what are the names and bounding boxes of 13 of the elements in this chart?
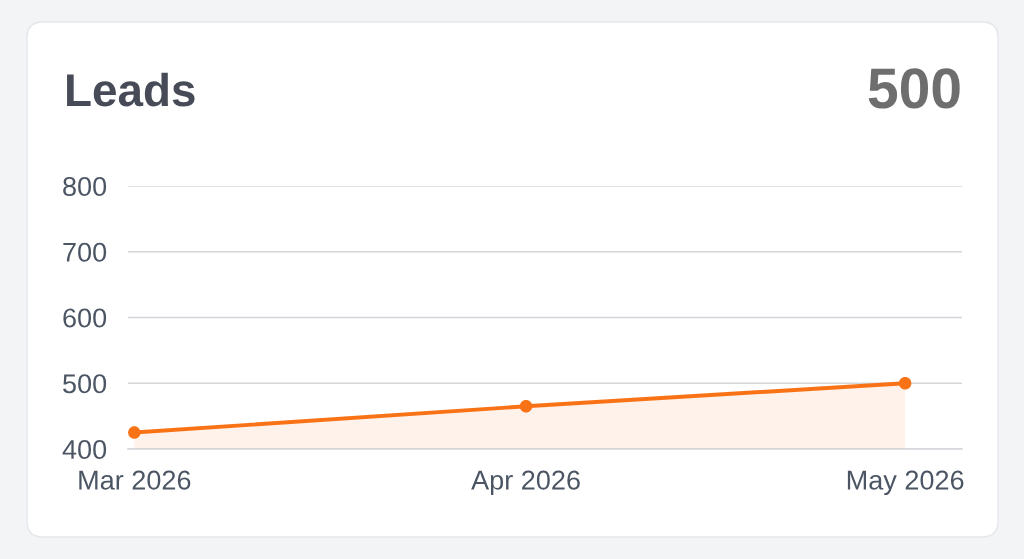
x-tick-label: Mar 2026: [79, 470, 191, 490]
text: 500: [868, 68, 960, 109]
y-tick-label: 700: [63, 242, 107, 262]
y-tick-label: 600: [63, 308, 107, 328]
y-tick-label: 500: [63, 374, 107, 394]
point: [898, 377, 912, 390]
x-tick-label: Apr 2026: [471, 470, 580, 496]
point: [128, 426, 141, 439]
chart-title: Leads: [67, 72, 195, 107]
x-tick-label: May 2026: [847, 470, 964, 496]
y-tick-label: 400: [62, 439, 107, 460]
point: [519, 400, 533, 413]
y-tick-label: 800: [63, 176, 107, 197]
